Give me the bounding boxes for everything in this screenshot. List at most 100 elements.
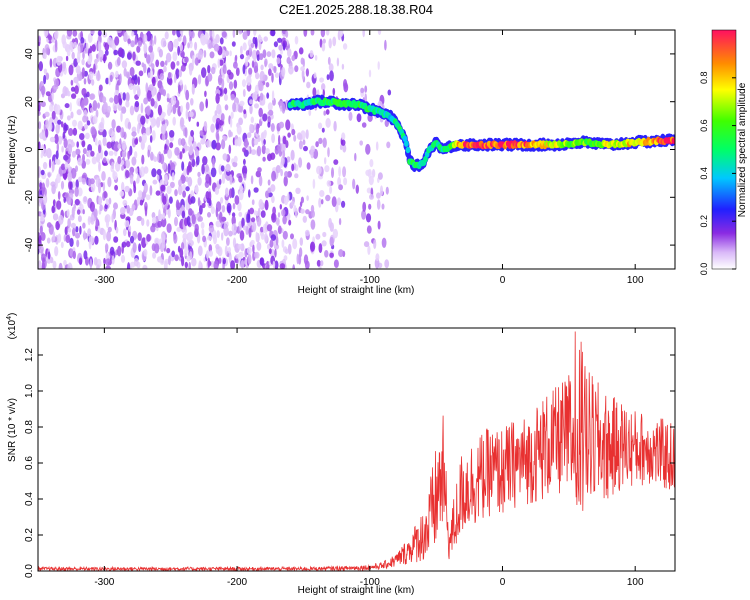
spectrogram-cell	[45, 128, 49, 138]
spectrogram-cell	[348, 111, 353, 121]
spectrogram-cell	[102, 96, 107, 104]
spectrogram-cell	[221, 232, 224, 241]
spectrogram-cell	[229, 117, 233, 128]
spectrogram-cell	[66, 209, 70, 218]
spectrogram-cell	[121, 165, 124, 171]
spectrogram-cell	[98, 161, 101, 172]
spectrogram-cell	[303, 145, 308, 152]
spectrogram-cell	[52, 231, 56, 242]
spectrogram-cell	[298, 140, 303, 150]
spectrogram-cell	[304, 229, 310, 237]
spectrogram-cell	[238, 211, 243, 217]
spectrogram-cell	[54, 78, 59, 88]
spectrogram-cell	[231, 215, 236, 226]
spectrogram-cell	[156, 153, 160, 163]
spectrogram-cell	[240, 259, 245, 269]
spectrogram-cell	[324, 250, 329, 258]
spectrogram-cell	[129, 67, 135, 77]
spectrogram-cell	[223, 221, 228, 233]
snr-series-line	[38, 331, 675, 571]
spectrogram-cell	[172, 51, 178, 62]
spectrogram-cell	[228, 252, 232, 264]
spectrogram-cell	[205, 173, 211, 184]
spectrogram-cell	[69, 102, 72, 112]
spectrogram-cell	[286, 171, 292, 178]
spectrogram-cell	[74, 198, 80, 206]
spectrogram-cell	[277, 37, 283, 43]
spectrogram-cell	[149, 135, 153, 143]
spectrogram-cell	[213, 43, 220, 52]
spectrogram-cell	[159, 73, 165, 81]
spectrogram-cell	[319, 77, 324, 83]
spectrogram-cell	[181, 242, 185, 250]
spectrogram-cell	[363, 241, 370, 248]
spectrogram-cell	[131, 156, 137, 166]
spectrogram-cell	[102, 181, 106, 192]
spectrogram-cell	[91, 44, 96, 52]
spectrogram-cell	[320, 30, 326, 38]
spectrogram-cell	[140, 102, 144, 114]
spectrogram-cell	[72, 227, 76, 237]
snr-x-axis: -300 -200 -100 0 100	[94, 328, 644, 588]
spectrogram-cell	[151, 168, 157, 178]
spectrogram-cell	[135, 167, 138, 175]
spectrogram-cell	[250, 175, 254, 185]
spectrogram-cell	[148, 84, 154, 92]
spectrogram-cell	[43, 194, 46, 206]
spectrogram-cell	[318, 243, 323, 254]
y-tick-label: 1.0	[24, 384, 35, 398]
spectrogram-cell	[152, 252, 157, 259]
spectrogram-cell	[224, 104, 229, 111]
spectrogram-cell	[167, 102, 173, 112]
spectrogram-cell	[143, 33, 148, 43]
spectrogram-cell	[177, 245, 181, 253]
spectrogram-cell	[313, 72, 317, 79]
spectrogram-cell	[164, 143, 167, 151]
spectrogram-cell	[140, 115, 146, 125]
spectrogram-cell	[111, 161, 115, 170]
spectrogram-cell	[116, 125, 122, 133]
x-tick-label: 0	[500, 577, 506, 588]
spectrogram-cell	[302, 215, 307, 223]
spectrogram-cell	[103, 101, 108, 113]
spectrogram-cell	[106, 230, 112, 242]
spectrogram-cell	[321, 83, 326, 91]
y-tick-label: 1.2	[24, 348, 35, 362]
spectrogram-cell	[199, 101, 205, 112]
spectrogram-cell	[201, 163, 205, 175]
spectrogram-cell	[147, 149, 150, 158]
spectrogram-cell	[163, 149, 167, 155]
spectrogram-cell	[221, 205, 226, 213]
spectrogram-cell	[328, 217, 332, 229]
spectrogram-cell	[341, 200, 346, 208]
spectrogram-cell	[197, 176, 202, 186]
spectrogram-cell	[75, 65, 81, 75]
spectrogram-cell	[138, 136, 143, 143]
spectrogram-cell	[57, 119, 62, 125]
spectrogram-cell	[82, 209, 85, 215]
spectrogram-cell	[262, 49, 267, 59]
spectrogram-cell	[266, 92, 270, 99]
spectrogram-cell	[242, 147, 247, 153]
spectrogram-cell	[237, 243, 243, 250]
spectrogram-cell	[181, 184, 187, 192]
spectrogram-cell	[70, 41, 74, 53]
spectrogram-cell	[51, 184, 56, 195]
spectrogram-cell	[164, 60, 168, 66]
spectrogram-cell	[191, 158, 196, 168]
spectrogram-cell	[246, 246, 252, 255]
spectrogram-cell	[149, 151, 154, 161]
spectrogram-cell	[170, 162, 176, 173]
spectrogram-cell	[231, 41, 236, 47]
spectrogram-cell	[174, 216, 178, 227]
spectrogram-cell	[215, 89, 221, 96]
spectrogram-cell	[248, 67, 253, 75]
x-tick-label: -300	[94, 577, 114, 588]
spectrogram-cell	[107, 105, 111, 113]
spectrogram-cell	[78, 257, 83, 265]
spectrogram-cell	[67, 90, 71, 97]
spectrogram-cell	[210, 206, 215, 214]
spectrogram-cell	[38, 121, 42, 130]
spectrogram-cell	[368, 69, 372, 78]
spectrogram-cell	[129, 174, 134, 185]
